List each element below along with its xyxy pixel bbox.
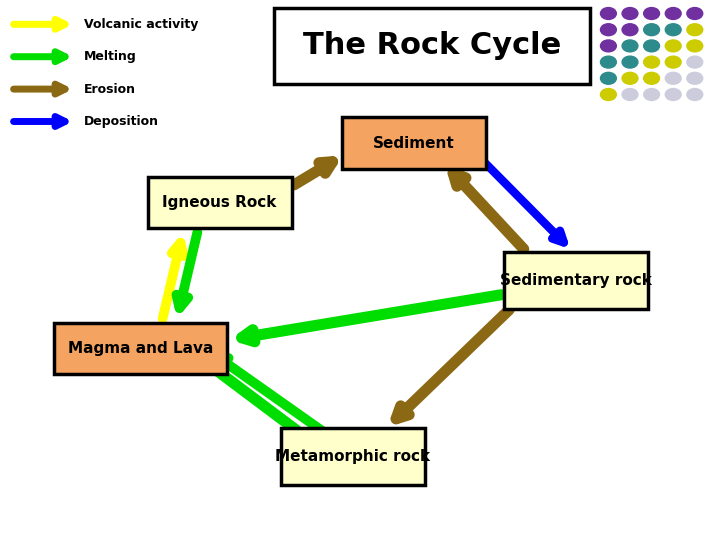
Circle shape [600,89,616,100]
Circle shape [687,89,703,100]
Circle shape [665,40,681,52]
Circle shape [644,89,660,100]
Circle shape [622,24,638,36]
Circle shape [622,72,638,84]
FancyBboxPatch shape [274,8,590,84]
Circle shape [644,24,660,36]
Text: Deposition: Deposition [84,115,159,128]
Circle shape [600,40,616,52]
Circle shape [622,40,638,52]
Text: Sedimentary rock: Sedimentary rock [500,273,652,288]
Circle shape [600,8,616,19]
FancyBboxPatch shape [342,117,486,168]
Text: Metamorphic rock: Metamorphic rock [275,449,431,464]
Circle shape [644,8,660,19]
Circle shape [600,72,616,84]
FancyBboxPatch shape [504,252,648,309]
Circle shape [622,89,638,100]
Circle shape [687,24,703,36]
Text: Melting: Melting [84,50,137,63]
Circle shape [644,40,660,52]
Circle shape [622,8,638,19]
FancyBboxPatch shape [281,428,425,485]
Text: Erosion: Erosion [84,83,136,96]
Text: Sediment: Sediment [373,136,455,151]
Circle shape [644,72,660,84]
Circle shape [687,56,703,68]
FancyBboxPatch shape [54,322,227,374]
Circle shape [665,24,681,36]
Circle shape [665,72,681,84]
Circle shape [687,40,703,52]
Circle shape [687,72,703,84]
Circle shape [600,24,616,36]
FancyBboxPatch shape [148,177,292,228]
Circle shape [665,89,681,100]
Circle shape [600,56,616,68]
Circle shape [644,56,660,68]
Circle shape [665,8,681,19]
Circle shape [687,8,703,19]
Text: Magma and Lava: Magma and Lava [68,341,213,356]
Text: Volcanic activity: Volcanic activity [84,18,199,31]
Circle shape [665,56,681,68]
Text: The Rock Cycle: The Rock Cycle [303,31,561,60]
Circle shape [622,56,638,68]
Text: Igneous Rock: Igneous Rock [163,195,276,210]
